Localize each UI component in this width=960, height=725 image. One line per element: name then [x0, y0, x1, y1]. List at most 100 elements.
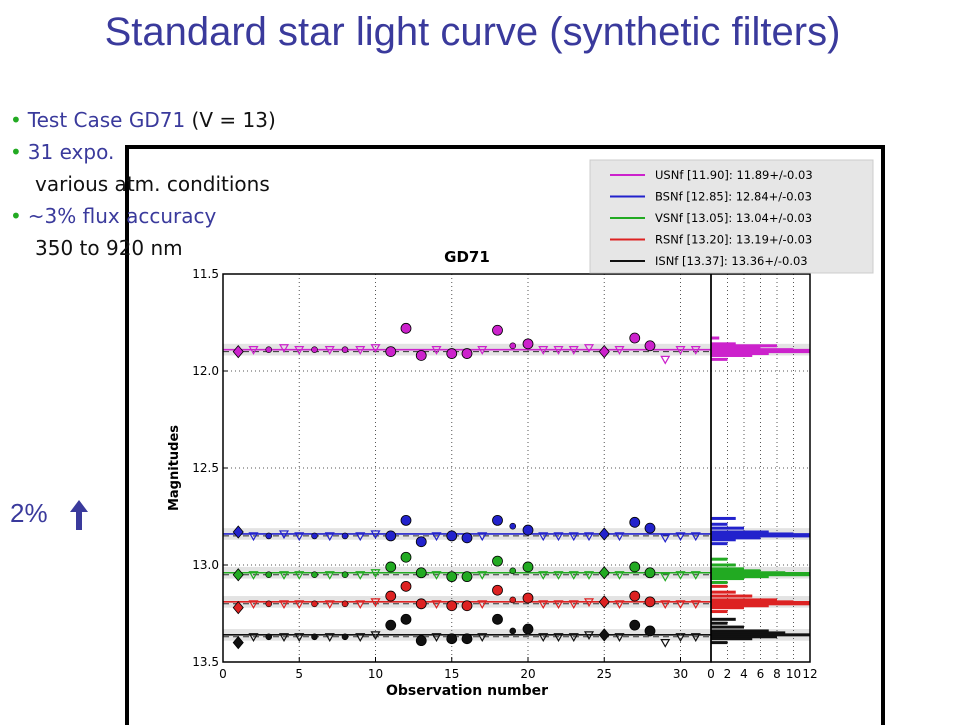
histogram-bar — [711, 604, 769, 608]
data-point-dot — [311, 571, 318, 579]
data-point-triangle — [477, 571, 488, 580]
data-point-diamond — [232, 601, 244, 615]
data-point-triangle — [675, 532, 686, 542]
data-point-triangle — [278, 344, 290, 353]
data-point-dot — [509, 342, 517, 350]
y-tick-label: 13.5 — [192, 655, 219, 669]
data-point-triangle — [324, 633, 335, 642]
y-tick-label: 12.5 — [192, 461, 219, 475]
histogram-bar — [711, 346, 761, 350]
data-point-triangle — [431, 346, 442, 355]
data-point-triangle — [431, 600, 442, 610]
data-point-dot — [265, 600, 273, 608]
data-point-triangle — [660, 355, 671, 365]
bullet-item: • ~3% flux accuracy — [10, 204, 217, 228]
data-point-triangle — [278, 633, 290, 642]
histogram-bar — [711, 569, 761, 573]
data-point-triangle — [583, 631, 595, 641]
data-point-circle — [522, 561, 534, 573]
data-point-dot — [509, 596, 517, 604]
histogram-bar — [711, 348, 794, 352]
x-tick-label: 25 — [597, 667, 612, 681]
data-point-circle — [522, 592, 534, 604]
data-point-triangle — [568, 633, 579, 642]
data-point-triangle — [690, 571, 701, 580]
chart-title: GD71 — [444, 248, 490, 266]
histogram-bar — [711, 350, 810, 354]
data-point-circle — [446, 348, 458, 359]
data-point-triangle — [568, 571, 579, 580]
data-point-circle — [492, 514, 503, 526]
data-point-circle — [400, 580, 412, 592]
data-point-circle — [629, 619, 641, 631]
legend-label: BSNf [12.85]: 12.84+/-0.03 — [655, 190, 812, 204]
data-point-circle — [522, 338, 534, 350]
data-point-circle — [461, 571, 473, 583]
data-point-triangle — [568, 600, 579, 610]
histogram-bar — [711, 617, 736, 621]
histogram-bar — [711, 629, 769, 633]
bullet-text: Test Case GD71 — [27, 108, 186, 132]
data-point-triangle — [248, 571, 259, 580]
data-point-circle — [415, 635, 427, 647]
legend-label: ISNf [13.37]: 13.36+/-0.03 — [655, 254, 808, 268]
data-point-circle — [400, 322, 412, 334]
data-point-circle — [385, 619, 397, 631]
histogram-bar — [711, 600, 794, 604]
data-point-dot — [311, 346, 318, 353]
data-point-triangle — [614, 571, 625, 580]
data-point-diamond — [232, 568, 244, 582]
data-point-dot — [311, 532, 318, 540]
data-point-circle — [461, 633, 473, 645]
legend-box — [589, 159, 874, 274]
data-point-diamond — [232, 344, 244, 359]
data-point-dot — [341, 346, 349, 353]
histogram-bar — [711, 353, 753, 357]
scale-label: 2% — [10, 498, 48, 528]
data-point-dot — [311, 633, 318, 641]
legend-label: VSNf [13.05]: 13.04+/-0.03 — [655, 211, 812, 225]
data-point-triangle — [538, 571, 549, 580]
data-point-circle — [644, 596, 656, 608]
histogram-bar — [711, 621, 728, 625]
bullet-subitem: various atm. conditions — [35, 172, 270, 196]
data-point-triangle — [553, 600, 564, 610]
x-tick-label: 15 — [444, 667, 459, 681]
data-point-triangle — [370, 344, 381, 353]
y-axis-label: Magnitudes — [167, 425, 182, 511]
data-point-circle — [400, 613, 412, 625]
data-point-triangle — [690, 346, 701, 355]
x-tick-label: 0 — [219, 667, 227, 681]
histogram-bar — [711, 610, 728, 614]
histogram-bar — [711, 633, 810, 637]
data-point-triangle — [355, 633, 366, 642]
data-point-triangle — [553, 346, 564, 355]
data-point-circle — [492, 555, 503, 567]
histogram-bar — [711, 606, 744, 610]
data-point-triangle — [538, 600, 549, 610]
data-point-circle — [644, 625, 656, 637]
data-point-circle — [629, 332, 641, 344]
legend-label: RSNf [13.20]: 13.19+/-0.03 — [655, 233, 812, 247]
data-point-triangle — [324, 532, 335, 542]
data-point-triangle — [431, 571, 442, 580]
data-point-triangle — [324, 600, 335, 610]
y-tick-label: 13.0 — [192, 558, 219, 572]
up-arrow-icon — [70, 500, 88, 530]
data-point-circle — [415, 567, 427, 579]
data-point-diamond — [598, 344, 610, 359]
data-point-triangle — [355, 600, 366, 610]
data-point-triangle — [614, 532, 625, 542]
data-point-triangle — [568, 346, 579, 355]
data-point-circle — [446, 633, 458, 645]
histogram-bar — [711, 598, 777, 602]
data-point-dot — [509, 627, 517, 635]
data-point-triangle — [568, 532, 579, 542]
data-point-circle — [400, 514, 412, 526]
bullet-item: • 31 expo. — [10, 140, 115, 164]
data-point-circle — [461, 532, 473, 544]
histogram-bar — [711, 530, 769, 534]
data-point-triangle — [675, 571, 686, 580]
data-point-triangle — [690, 600, 701, 610]
histogram-bar — [711, 557, 728, 561]
